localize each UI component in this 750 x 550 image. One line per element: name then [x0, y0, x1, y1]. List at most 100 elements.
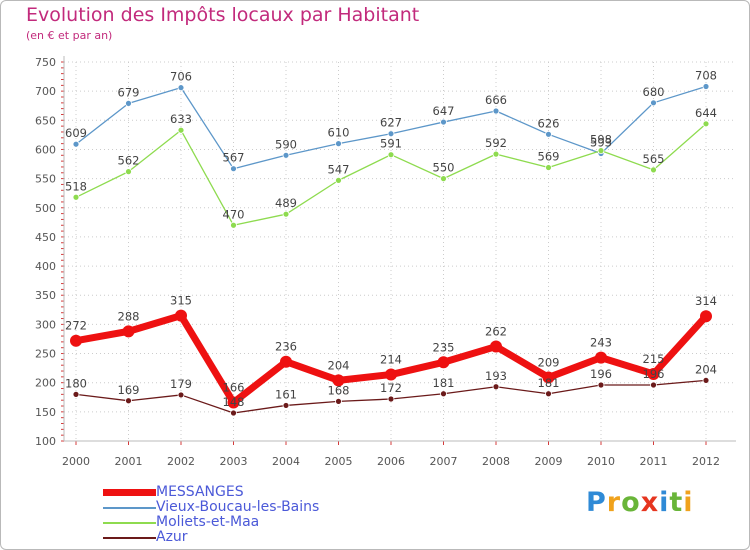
data-point-azur — [282, 402, 290, 409]
x-tick-label: 2008 — [482, 455, 510, 468]
data-point-moliets-et-maa — [440, 175, 447, 183]
y-tick-label: 100 — [35, 435, 56, 448]
x-tick-label: 2010 — [587, 455, 615, 468]
logo-letter: P — [586, 487, 607, 518]
data-label-azur: 181 — [433, 376, 455, 390]
data-label-azur: 168 — [328, 383, 350, 397]
x-tick-label: 2007 — [430, 455, 458, 468]
data-label-moliets-et-maa: 562 — [118, 154, 140, 168]
x-tick-label: 2000 — [62, 455, 90, 468]
data-point-moliets-et-maa — [387, 151, 395, 159]
data-label-messanges: 288 — [118, 309, 140, 323]
data-point-vieux-boucau-les-bains — [230, 165, 237, 173]
legend-swatch — [103, 506, 156, 509]
x-tick-label: 2009 — [535, 455, 563, 468]
data-label-vieux-boucau-les-bains: 679 — [118, 85, 140, 99]
data-point-azur — [72, 390, 80, 398]
data-label-messanges: 166 — [223, 381, 245, 395]
data-point-azur — [702, 376, 710, 384]
data-point-moliets-et-maa — [282, 210, 290, 218]
y-tick-label: 600 — [35, 143, 56, 156]
data-label-moliets-et-maa: 592 — [485, 136, 507, 150]
data-label-moliets-et-maa: 489 — [275, 196, 297, 210]
data-point-azur — [597, 381, 605, 389]
data-point-vieux-boucau-les-bains — [650, 99, 657, 107]
x-tick-label: 2003 — [220, 455, 248, 468]
data-label-azur: 196 — [590, 367, 612, 381]
y-tick-label: 350 — [35, 289, 56, 302]
data-label-messanges: 262 — [485, 325, 507, 339]
data-label-messanges: 243 — [590, 336, 612, 350]
data-point-moliets-et-maa — [125, 168, 132, 176]
chart-title: Evolution des Impôts locaux par Habitant — [26, 4, 420, 26]
data-label-vieux-boucau-les-bains: 680 — [643, 85, 665, 99]
data-point-azur — [492, 383, 500, 391]
data-label-moliets-et-maa: 470 — [223, 207, 245, 221]
data-point-moliets-et-maa — [597, 147, 605, 155]
data-label-vieux-boucau-les-bains: 627 — [380, 116, 402, 130]
data-point-vieux-boucau-les-bains — [440, 118, 447, 126]
x-tick-label: 2012 — [692, 455, 720, 468]
data-point-messanges — [490, 340, 502, 353]
data-label-vieux-boucau-les-bains: 567 — [223, 151, 245, 165]
data-label-vieux-boucau-les-bains: 593 — [590, 136, 612, 150]
data-label-vieux-boucau-les-bains: 647 — [433, 104, 455, 118]
x-tick-label: 2006 — [377, 455, 405, 468]
legend-label: MESSANGES — [156, 484, 244, 500]
data-label-messanges: 209 — [538, 355, 560, 369]
data-point-messanges — [70, 334, 82, 347]
data-point-messanges — [437, 356, 450, 369]
logo-letter: t — [669, 487, 684, 518]
data-label-vieux-boucau-les-bains: 708 — [695, 68, 717, 82]
x-tick-label: 2001 — [115, 455, 143, 468]
data-point-messanges — [175, 309, 187, 322]
data-point-azur — [650, 381, 657, 389]
y-tick-label: 500 — [35, 202, 56, 215]
data-point-moliets-et-maa — [492, 150, 500, 158]
data-label-moliets-et-maa: 598 — [590, 133, 612, 147]
y-tick-label: 650 — [35, 114, 56, 127]
data-point-vieux-boucau-les-bains — [387, 130, 395, 138]
y-tick-label: 200 — [35, 377, 56, 390]
legend-item: Azur — [103, 530, 319, 545]
data-point-messanges — [647, 367, 660, 380]
y-tick-label: 750 — [35, 56, 56, 69]
data-label-moliets-et-maa: 569 — [538, 150, 560, 164]
data-point-moliets-et-maa — [545, 164, 552, 171]
data-label-azur: 172 — [380, 381, 402, 395]
data-label-azur: 169 — [118, 383, 140, 397]
legend-label: Moliets-et-Maa — [156, 514, 260, 530]
data-point-vieux-boucau-les-bains — [282, 151, 290, 159]
data-label-moliets-et-maa: 565 — [643, 152, 665, 166]
data-label-messanges: 236 — [275, 340, 297, 354]
y-tick-label: 450 — [35, 231, 56, 244]
data-point-moliets-et-maa — [335, 176, 342, 184]
data-point-vieux-boucau-les-bains — [702, 83, 710, 90]
data-label-azur: 180 — [65, 376, 87, 390]
data-point-vieux-boucau-les-bains — [125, 99, 132, 107]
data-point-moliets-et-maa — [230, 221, 237, 229]
data-point-azur — [125, 397, 132, 405]
y-tick-label: 150 — [35, 406, 56, 419]
data-point-vieux-boucau-les-bains — [545, 130, 552, 138]
data-point-azur — [387, 395, 395, 403]
data-label-messanges: 272 — [65, 319, 87, 333]
y-tick-label: 700 — [35, 85, 56, 98]
data-point-messanges — [385, 368, 397, 381]
data-point-moliets-et-maa — [650, 166, 657, 174]
proxiti-logo: Proxiti — [586, 487, 694, 518]
logo-letter: x — [640, 487, 660, 518]
data-label-azur: 161 — [275, 387, 297, 401]
data-point-vieux-boucau-les-bains — [492, 107, 500, 115]
y-tick-label: 250 — [35, 348, 56, 361]
data-point-azur — [440, 390, 447, 398]
data-point-azur — [230, 409, 237, 417]
y-tick-label: 300 — [35, 318, 56, 331]
data-point-vieux-boucau-les-bains — [335, 140, 342, 148]
data-label-vieux-boucau-les-bains: 626 — [538, 116, 560, 130]
data-label-messanges: 204 — [328, 358, 350, 372]
data-label-azur: 204 — [695, 362, 717, 376]
y-tick-label: 550 — [35, 173, 56, 186]
